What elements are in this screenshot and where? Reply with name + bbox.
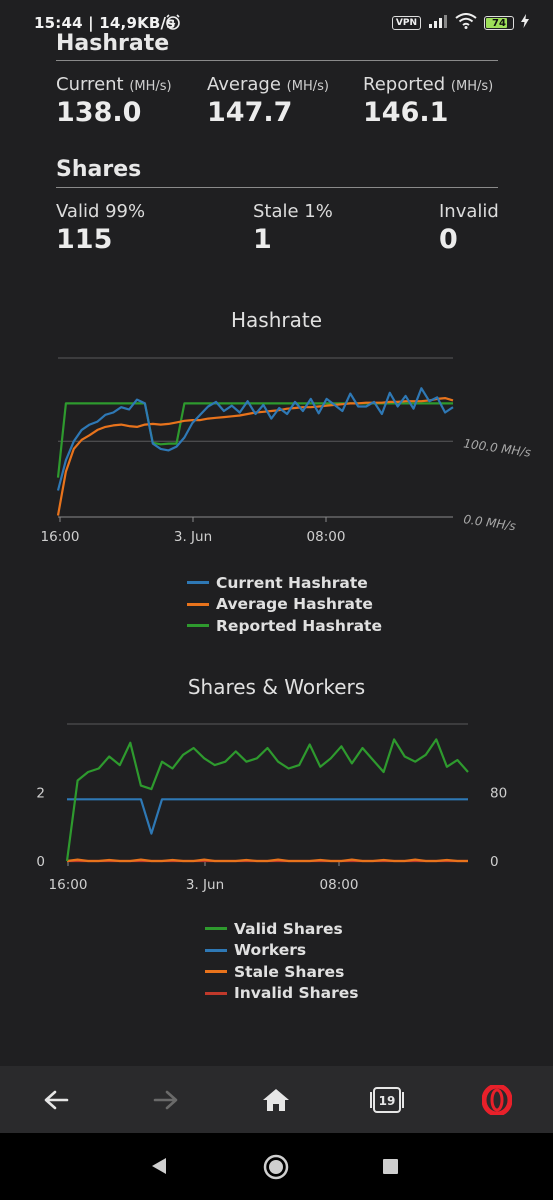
system-nav-bar [0,1133,553,1200]
divider [56,187,498,188]
stat-label: Reported [363,74,446,95]
y-left-tick-label: 2 [36,786,45,802]
stat-value: 147.7 [207,97,293,128]
forward-arrow-icon[interactable] [146,1082,186,1118]
stat-unit: (MH/s) [450,79,494,94]
vpn-badge: VPN [391,16,421,30]
back-arrow-icon[interactable] [36,1082,76,1118]
signal-icon [428,14,448,32]
y-right-tick-label: 0 [490,854,499,870]
stat-label: Average [207,74,281,95]
hashrate-chart-title: Hashrate [230,308,322,332]
opera-icon[interactable] [477,1082,517,1118]
stat-value: 138.0 [56,97,142,128]
tab-count: 19 [379,1094,396,1108]
status-time-speed: 15:44 | 14,9KB/s [34,14,176,32]
invalid-shares-stat: Invalid 0 [439,201,499,255]
shares-workers-chart-title: Shares & Workers [187,675,366,699]
y-tick-label: 0.0 MH/s [463,512,517,533]
shares-workers-chart: 0 2 0 80 16:00 3. Jun 08:00 [36,723,507,893]
battery-indicator: 74 [484,16,514,30]
reported-hashrate-stat: Reported (MH/s) 146.1 [363,74,493,128]
series-line-average-hashrate [56,396,454,516]
stat-value: 115 [56,224,113,255]
alarm-icon [164,13,182,35]
x-tick-label: 16:00 [49,877,88,893]
x-tick-label: 08:00 [307,529,346,545]
series-line-workers [67,798,468,835]
stat-value: 0 [439,224,458,255]
shares-section-title: Shares [56,157,142,182]
battery-level: 74 [492,17,506,29]
wifi-icon [455,13,477,33]
legend-item-valid-shares[interactable]: Valid Shares [205,918,359,940]
valid-shares-stat: Valid 99% 115 [56,201,145,255]
legend-item-stale-shares[interactable]: Stale Shares [205,961,359,983]
legend-item-average-hashrate[interactable]: Average Hashrate [187,594,382,616]
stale-shares-stat: Stale 1% 1 [253,201,333,255]
x-tick-label: 08:00 [320,877,359,893]
stat-label: Invalid [439,201,499,222]
y-tick-label: 100.0 MH/s [463,436,532,459]
stat-label: Valid 99% [56,201,146,222]
home-icon[interactable] [256,1082,296,1118]
y-left-tick-label: 0 [36,854,45,870]
series-line-stale-shares [66,858,468,863]
browser-bottom-bar: 19 [0,1066,553,1133]
recents-square-icon[interactable] [382,1158,399,1179]
stat-label: Stale 1% [253,201,333,222]
stat-value: 1 [253,224,272,255]
shares-workers-chart-legend: Valid Shares Workers Stale Shares Invali… [205,918,359,1004]
tabs-icon[interactable]: 19 [367,1082,407,1118]
hashrate-section-title: Hashrate [56,31,170,56]
legend-item-reported-hashrate[interactable]: Reported Hashrate [187,615,382,637]
x-tick-label: 16:00 [41,529,80,545]
charging-bolt-icon [521,14,529,32]
hashrate-chart: 0.0 MH/s 100.0 MH/s 16:00 3. Jun 08:00 [41,357,532,545]
stat-value: 146.1 [363,97,449,128]
series-line-valid-shares [65,738,469,862]
series-line-reported-hashrate [56,402,453,478]
x-tick-label: 3. Jun [186,877,224,893]
current-hashrate-stat: Current (MH/s) 138.0 [56,74,172,128]
x-tick-label: 3. Jun [174,529,212,545]
status-bar: 15:44 | 14,9KB/s VPN 74 [0,0,553,46]
stat-label: Current [56,74,124,95]
legend-item-current-hashrate[interactable]: Current Hashrate [187,572,382,594]
stat-unit: (MH/s) [286,79,329,94]
y-right-tick-label: 80 [490,786,507,802]
average-hashrate-stat: Average (MH/s) 147.7 [207,74,329,128]
series-line-current-hashrate [56,387,454,491]
legend-item-invalid-shares[interactable]: Invalid Shares [205,983,359,1005]
stat-unit: (MH/s) [129,79,172,94]
divider [56,60,498,61]
legend-item-workers[interactable]: Workers [205,940,359,962]
back-triangle-icon[interactable] [150,1157,168,1179]
hashrate-chart-legend: Current Hashrate Average Hashrate Report… [187,572,382,637]
home-circle-icon[interactable] [262,1153,290,1185]
